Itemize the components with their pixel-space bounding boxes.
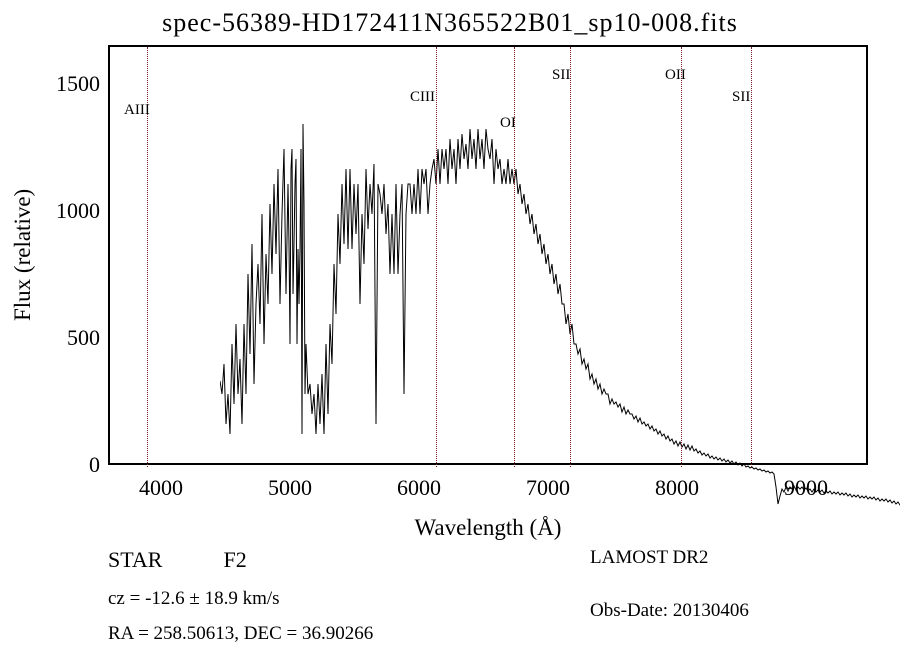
ytick-1000: 1000 xyxy=(40,198,100,224)
spectral-label-SII-2: SII xyxy=(732,89,750,106)
velocity-row: cz = -12.6 ± 18.9 km/s xyxy=(108,581,373,616)
spectrum-plot-page: spec-56389-HD172411N365522B01_sp10-008.f… xyxy=(0,0,900,650)
spectral-line-marker-OI xyxy=(514,47,515,467)
xtick-7000: 7000 xyxy=(513,475,583,501)
ytick-1500: 1500 xyxy=(40,71,100,97)
spectral-label-OI: OI xyxy=(500,115,516,132)
info-right-block: LAMOST DR2 Obs-Date: 20130406 xyxy=(590,540,749,628)
spectral-line-marker-SII-2 xyxy=(751,47,752,467)
coords-row: RA = 258.50613, DEC = 36.90266 xyxy=(108,616,373,651)
spectral-label-SII-1: SII xyxy=(552,67,570,84)
spectrum-line xyxy=(220,94,900,508)
spectral-line-marker-OII xyxy=(681,47,682,467)
xtick-5000: 5000 xyxy=(255,475,325,501)
ytick-0: 0 xyxy=(40,452,100,478)
plot-frame: AIII CIII OI SII OII SII 0 500 1000 1500… xyxy=(108,45,868,465)
xtick-9000: 9000 xyxy=(771,475,841,501)
y-axis-label: Flux (relative) xyxy=(8,130,38,380)
xtick-8000: 8000 xyxy=(642,475,712,501)
x-axis-label: Wavelength (Å) xyxy=(108,515,868,541)
xtick-6000: 6000 xyxy=(384,475,454,501)
xtick-4000: 4000 xyxy=(126,475,196,501)
spectral-label-OII: OII xyxy=(665,67,686,84)
spectral-line-marker-CIII xyxy=(436,47,437,467)
ytick-500: 500 xyxy=(40,325,100,351)
star-type-row: STAR F2 xyxy=(108,540,373,581)
info-left-block: STAR F2 cz = -12.6 ± 18.9 km/s RA = 258.… xyxy=(108,540,373,651)
spectral-line-marker-SII-1 xyxy=(570,47,571,467)
spectral-label-AIII: AIII xyxy=(124,102,150,119)
survey-row: LAMOST DR2 xyxy=(590,540,749,575)
spectrum-curve-svg xyxy=(220,94,900,510)
obsdate-row: Obs-Date: 20130406 xyxy=(590,593,749,628)
spectral-label-CIII: CIII xyxy=(410,89,435,106)
chart-title: spec-56389-HD172411N365522B01_sp10-008.f… xyxy=(0,8,900,38)
